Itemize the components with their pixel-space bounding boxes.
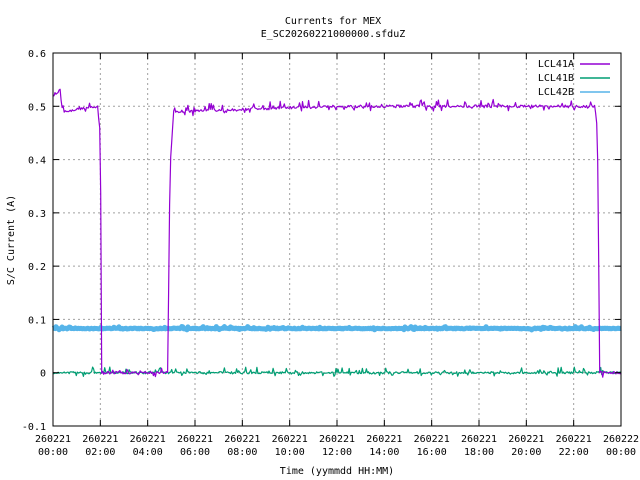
- x-tick-label-time: 16:00: [417, 447, 447, 458]
- x-tick-label-time: 12:00: [322, 447, 352, 458]
- x-tick-label-time: 02:00: [85, 447, 115, 458]
- x-tick-label-date: 260221: [177, 434, 213, 445]
- x-tick-label-date: 260221: [366, 434, 402, 445]
- grid: [53, 53, 621, 426]
- y-axis-label: S/C Current (A): [6, 195, 17, 285]
- x-tick-label-time: 08:00: [227, 447, 257, 458]
- x-tick-label-time: 00:00: [38, 447, 68, 458]
- x-tick-label-date: 260221: [414, 434, 450, 445]
- x-tick-label-time: 10:00: [275, 447, 305, 458]
- legend-label: LCL41B: [538, 73, 574, 84]
- x-tick-label-time: 04:00: [133, 447, 163, 458]
- y-tick-label: 0.6: [28, 49, 46, 60]
- x-tick-label-date: 260221: [319, 434, 355, 445]
- x-tick-label-time: 20:00: [511, 447, 541, 458]
- y-tick-label: 0.4: [28, 156, 46, 167]
- x-tick-label-date: 260221: [556, 434, 592, 445]
- x-tick-label-time: 18:00: [464, 447, 494, 458]
- chart-subtitle: E_SC20260221000000.sfduZ: [261, 29, 406, 40]
- y-tick-label: 0.3: [28, 209, 46, 220]
- y-tick-label: 0.5: [28, 102, 46, 113]
- y-tick-label: 0: [40, 369, 46, 380]
- x-tick-label-time: 00:00: [606, 447, 636, 458]
- x-tick-label-date: 260221: [130, 434, 166, 445]
- chart-title: Currents for MEX: [285, 16, 381, 27]
- legend-label: LCL42B: [538, 87, 574, 98]
- series-lines: [51, 88, 623, 378]
- x-tick-label-time: 06:00: [180, 447, 210, 458]
- y-tick-label: -0.1: [22, 422, 46, 433]
- x-tick-label-date: 260221: [82, 434, 118, 445]
- x-tick-label-date: 260221: [35, 434, 71, 445]
- x-tick-label-date: 260222: [603, 434, 639, 445]
- y-axis-ticks: -0.1 0 0.1 0.2 0.3 0.4 0.5 0.6: [22, 49, 621, 433]
- x-tick-label-time: 22:00: [559, 447, 589, 458]
- legend-label: LCL41A: [538, 59, 574, 70]
- series-line-lcl41a: [52, 88, 622, 378]
- x-tick-label-time: 14:00: [369, 447, 399, 458]
- series-line-lcl42b: [51, 324, 623, 333]
- x-axis-ticks: 260221 00:00 260221 02:00 260221 04:00 260221 0…: [35, 53, 639, 458]
- legend: LCL41A LCL41B LCL42B: [538, 59, 610, 98]
- y-tick-label: 0.1: [28, 315, 46, 326]
- x-axis-label: Time (yymmdd HH:MM): [280, 466, 394, 477]
- x-tick-label-date: 260221: [461, 434, 497, 445]
- x-tick-label-date: 260221: [508, 434, 544, 445]
- x-tick-label-date: 260221: [224, 434, 260, 445]
- y-tick-label: 0.2: [28, 262, 46, 273]
- x-tick-label-date: 260221: [272, 434, 308, 445]
